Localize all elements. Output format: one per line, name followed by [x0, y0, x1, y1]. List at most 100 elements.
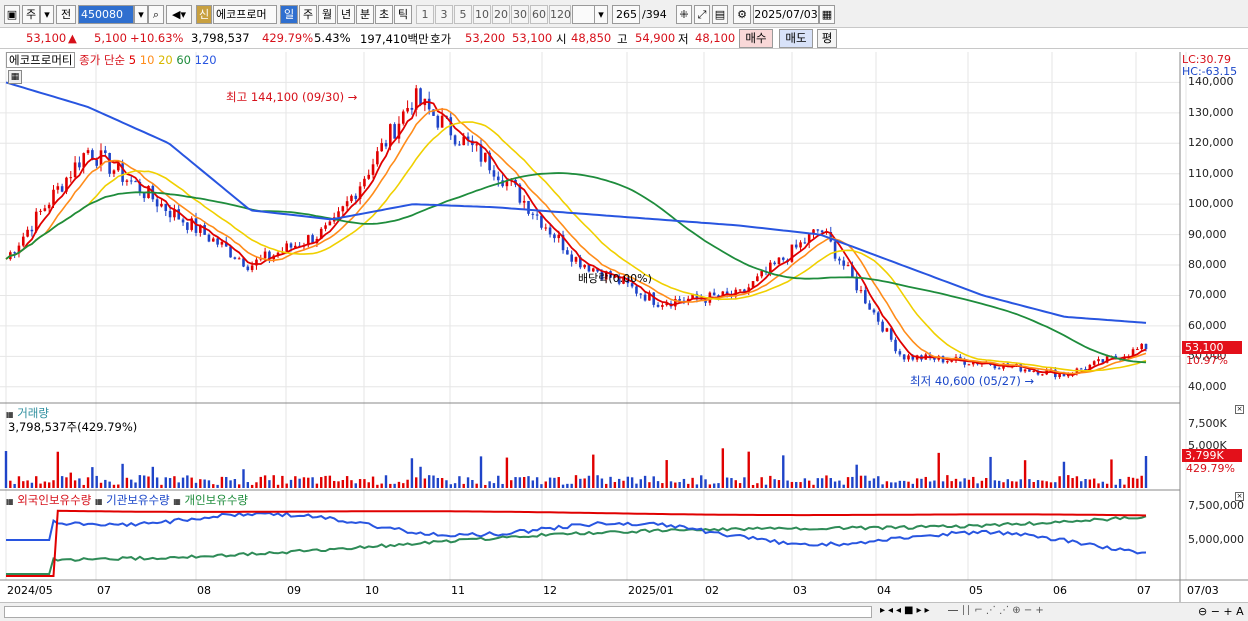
moving-averages [5, 81, 1147, 377]
volume-bar [484, 484, 487, 488]
calendar-icon[interactable]: ▦ [819, 5, 835, 24]
candle [807, 233, 811, 243]
eval-button[interactable]: 평 [817, 29, 837, 48]
date-input[interactable]: 2025/07/03 [753, 5, 819, 24]
volume-bar [281, 475, 284, 488]
chevron-down-icon[interactable]: ▾ [594, 5, 608, 24]
candle [1097, 359, 1100, 362]
interval-1[interactable]: 1 [416, 5, 434, 24]
candle [160, 203, 163, 207]
chevron-down-icon[interactable]: ▾ [134, 5, 148, 24]
pane-icon[interactable]: ▦ [94, 497, 103, 506]
tab-year[interactable]: 년 [337, 5, 355, 24]
volume-bar [933, 480, 936, 488]
price-axis-label: 90,000 [1188, 227, 1227, 241]
candle [967, 364, 971, 366]
close-icon[interactable]: × [1235, 405, 1244, 414]
chart-menu-icon[interactable]: ▣ [4, 5, 20, 24]
volume-bar [510, 480, 513, 488]
grid-icon[interactable]: ▦ [8, 70, 22, 84]
tab-month[interactable]: 월 [318, 5, 336, 24]
time-axis-label: 05 [969, 584, 983, 597]
prev-button[interactable]: 전 [56, 5, 76, 24]
sell-button[interactable]: 매도 [779, 29, 813, 48]
foreign-holding-line [6, 509, 1147, 577]
candle [246, 266, 250, 271]
pane-icon[interactable]: ▦ [6, 410, 14, 419]
candle [1088, 364, 1092, 370]
stock-type-select[interactable]: 주 [22, 5, 40, 24]
interval-20[interactable]: 20 [492, 5, 510, 24]
scroll-track[interactable] [4, 606, 872, 618]
interval-120[interactable]: 120 [549, 5, 571, 24]
candle [851, 265, 854, 277]
volume-bar [997, 480, 1001, 488]
volume-bar [842, 484, 845, 488]
chevron-down-icon[interactable]: ▾ [40, 5, 54, 24]
close-icon[interactable]: × [1235, 492, 1244, 501]
interval-5[interactable]: 5 [454, 5, 472, 24]
candle [363, 178, 366, 187]
candle [60, 186, 64, 192]
chart-legend: 에코프로머티 종가 단순 5 10 20 60 120 [6, 52, 217, 68]
dividend-annotation: 배당락(0.00%) [578, 272, 652, 285]
tab-week[interactable]: 주 [299, 5, 317, 24]
volume-bar [596, 475, 599, 488]
candle [566, 250, 569, 255]
playback-controls[interactable]: ▸◂◂■▸▸ [880, 605, 933, 616]
candle [583, 264, 586, 268]
volume-bar [678, 482, 681, 488]
volume-bar [648, 482, 651, 488]
volume-bar [540, 484, 543, 488]
candle [47, 204, 51, 209]
volume-bar [795, 481, 798, 488]
candle [678, 298, 681, 301]
candle [354, 195, 358, 199]
volume-bar [967, 479, 971, 488]
interval-3[interactable]: 3 [435, 5, 453, 24]
tab-tick[interactable]: 틱 [394, 5, 412, 24]
interval-30[interactable]: 30 [511, 5, 529, 24]
speaker-icon[interactable]: ◀▾ [166, 5, 192, 24]
tab-second[interactable]: 초 [375, 5, 393, 24]
volume-bar [985, 477, 988, 488]
save-icon[interactable]: ▤ [712, 5, 728, 24]
interval-60[interactable]: 60 [530, 5, 548, 24]
stock-name[interactable]: 에코프로머 [213, 5, 277, 24]
volume-bar [397, 481, 401, 488]
buy-button[interactable]: 매수 [739, 29, 773, 48]
zoom-icon[interactable]: ⤢ [694, 5, 710, 24]
search-icon[interactable]: ⌕ [148, 5, 164, 24]
candle [717, 295, 720, 298]
zoom-controls[interactable]: ⊖ − + A [1198, 605, 1244, 618]
crosshair-icon[interactable]: ⁜ [676, 5, 692, 24]
volume-bar [920, 478, 923, 488]
draw-tools[interactable]: ⎯⎯ ∣∣ ⌐ ⋰ ⋰ ⊕ − + [948, 605, 1044, 616]
stock-code-input[interactable]: 450080 [78, 5, 134, 24]
legend-stock-name[interactable]: 에코프로머티 [6, 52, 76, 68]
candle [134, 181, 137, 183]
interval-10[interactable]: 10 [473, 5, 491, 24]
pane-icon[interactable]: ▦ [173, 497, 181, 506]
tab-day[interactable]: 일 [280, 5, 298, 24]
pane-icon[interactable]: ▦ [6, 497, 14, 506]
chart-scrollbar[interactable]: ▸◂◂■▸▸ ⎯⎯ ∣∣ ⌐ ⋰ ⋰ ⊕ − + ⊖ − + A [0, 602, 1248, 621]
candle [548, 227, 552, 235]
candle [1140, 343, 1143, 350]
candle [622, 278, 625, 284]
candle [328, 221, 332, 226]
volume-bar [1131, 477, 1135, 488]
volume-bar [440, 478, 444, 488]
volume-bar [803, 478, 807, 488]
volume-bar [212, 484, 215, 488]
count-input[interactable]: 265 [612, 5, 640, 24]
candle [1079, 368, 1083, 370]
candle [384, 143, 388, 147]
volume-bar [838, 480, 841, 488]
volume-title: 거래량 [17, 406, 49, 420]
gear-icon[interactable]: ⚙ [733, 5, 751, 24]
tab-minute[interactable]: 분 [356, 5, 374, 24]
volume-bar [954, 478, 958, 488]
volume-bar [643, 475, 647, 488]
